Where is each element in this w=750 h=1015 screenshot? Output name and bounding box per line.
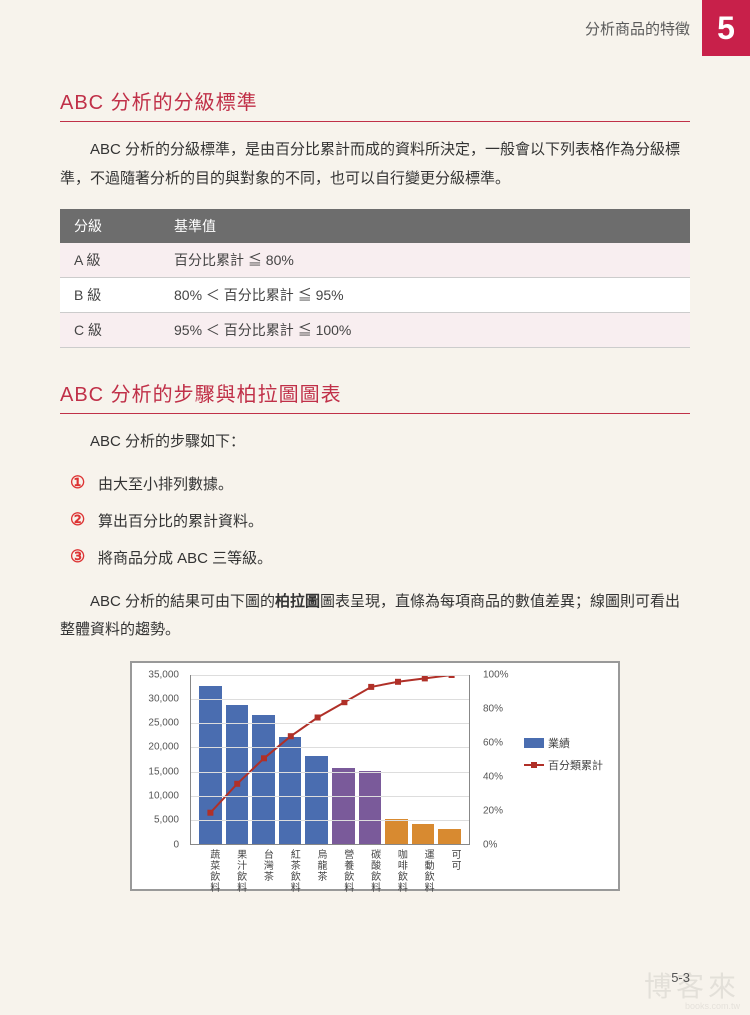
x-tick-label: 紅茶飲料 — [278, 849, 301, 901]
pareto-chart: 0 5,000 10,000 15,000 20,000 25,000 30,000 35,0… — [130, 661, 620, 891]
section1-paragraph: ABC 分析的分級標準，是由百分比累計而成的資料所決定，一般會以下列表格作為分級… — [60, 136, 690, 193]
step-item: ③將商品分成 ABC 三等級。 — [70, 547, 690, 568]
y-left-tick: 35,000 — [148, 669, 179, 680]
y-right-tick: 80% — [483, 703, 503, 714]
bar — [385, 819, 408, 843]
y-left-tick: 10,000 — [148, 790, 179, 801]
x-tick-label: 烏龍茶 — [305, 849, 328, 901]
table-row: A 級百分比累計 ≦ 80% — [60, 243, 690, 278]
y-left-tick: 20,000 — [148, 742, 179, 753]
chapter-badge: 5 — [702, 0, 750, 56]
th-criteria: 基準值 — [160, 209, 690, 243]
grade-table: 分級 基準值 A 級百分比累計 ≦ 80%B 級80% ＜ 百分比累計 ≦ 95… — [60, 209, 690, 348]
legend-bar: 業績 — [524, 735, 603, 751]
steps-list: ①由大至小排列數據。②算出百分比的累計資料。③將商品分成 ABC 三等級。 — [70, 473, 690, 568]
table-row: B 級80% ＜ 百分比累計 ≦ 95% — [60, 278, 690, 313]
x-tick-label: 蔬菜飲料 — [198, 849, 221, 901]
step-number: ① — [70, 473, 98, 493]
step-item: ②算出百分比的累計資料。 — [70, 510, 690, 531]
th-grade: 分級 — [60, 209, 160, 243]
section2-intro: ABC 分析的步驟如下： — [60, 428, 690, 457]
bar — [332, 768, 355, 843]
x-tick-label: 碳酸飲料 — [359, 849, 382, 901]
cell-criteria: 95% ＜ 百分比累計 ≦ 100% — [160, 313, 690, 348]
y-right-tick: 60% — [483, 737, 503, 748]
cell-criteria: 80% ＜ 百分比累計 ≦ 95% — [160, 278, 690, 313]
y-right-tick: 20% — [483, 805, 503, 816]
bar — [412, 824, 435, 843]
cell-criteria: 百分比累計 ≦ 80% — [160, 243, 690, 278]
step-text: 將商品分成 ABC 三等級。 — [98, 547, 272, 568]
y-left-tick: 30,000 — [148, 693, 179, 704]
page-content: ABC 分析的分級標準 ABC 分析的分級標準，是由百分比累計而成的資料所決定，… — [0, 56, 750, 891]
section1-title: ABC 分析的分級標準 — [60, 86, 690, 122]
y-left-tick: 25,000 — [148, 718, 179, 729]
x-tick-label: 咖啡飲料 — [386, 849, 409, 901]
x-tick-label: 可可 — [439, 849, 462, 901]
x-tick-label: 運動飲料 — [412, 849, 435, 901]
bar — [226, 705, 249, 843]
y-left-tick: 5,000 — [154, 815, 179, 826]
y-left-tick: 0 — [173, 839, 179, 850]
watermark-sub: books.com.tw — [685, 1001, 740, 1011]
bar — [438, 829, 461, 844]
step-number: ② — [70, 510, 98, 530]
chart-legend: 業績 百分類累計 — [524, 735, 603, 885]
y-right-tick: 40% — [483, 771, 503, 782]
page-header: 分析商品的特徵 5 — [0, 0, 750, 56]
watermark: 博客來 — [644, 965, 740, 1005]
section2-title: ABC 分析的步驟與柏拉圖圖表 — [60, 378, 690, 414]
bar — [359, 771, 382, 844]
step-text: 由大至小排列數據。 — [98, 473, 233, 494]
bar — [252, 715, 275, 844]
bar — [279, 737, 302, 844]
x-tick-label: 營養飲料 — [332, 849, 355, 901]
cell-grade: A 級 — [60, 243, 160, 278]
cell-grade: B 級 — [60, 278, 160, 313]
y-right-tick: 100% — [483, 669, 509, 680]
legend-line: 百分類累計 — [524, 757, 603, 773]
table-row: C 級95% ＜ 百分比累計 ≦ 100% — [60, 313, 690, 348]
breadcrumb: 分析商品的特徵 — [585, 18, 690, 39]
y-left-tick: 15,000 — [148, 766, 179, 777]
x-tick-label: 台灣茶 — [252, 849, 275, 901]
bar — [305, 756, 328, 843]
section2-conclusion: ABC 分析的結果可由下圖的柏拉圖圖表呈現，直條為每項商品的數值差異；線圖則可看… — [60, 588, 690, 645]
y-right-tick: 0% — [483, 839, 497, 850]
step-text: 算出百分比的累計資料。 — [98, 510, 263, 531]
x-tick-label: 果汁飲料 — [225, 849, 248, 901]
step-number: ③ — [70, 547, 98, 567]
step-item: ①由大至小排列數據。 — [70, 473, 690, 494]
cell-grade: C 級 — [60, 313, 160, 348]
